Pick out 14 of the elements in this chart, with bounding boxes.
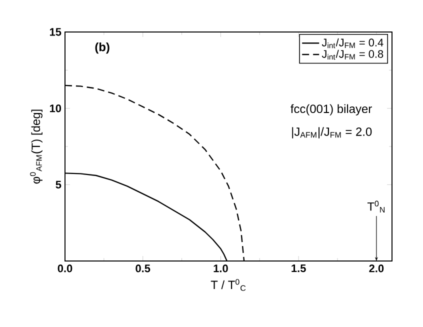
x-tick-label: 1.5 xyxy=(292,264,306,272)
y-tick-label: 10 xyxy=(50,104,62,112)
x-tick-label: 1.0 xyxy=(214,264,228,272)
annotation: (b) xyxy=(95,42,110,54)
y-axis-title: φ$^{0}$$_{AFM}$(T) [deg] xyxy=(30,110,42,184)
x-tick-label: 0.0 xyxy=(58,264,72,272)
legend-label: J$_{int}$/J$_{FM}$ = 0.4 xyxy=(322,38,384,48)
y-tick-label: 15 xyxy=(50,28,62,36)
y-tick-label: 5 xyxy=(56,180,62,188)
annotation: |J$_{AFM}$|/J$_{FM}$ = 2.0 xyxy=(292,127,372,138)
x-tick-label: 2.0 xyxy=(369,264,384,272)
annotation: fcc(001) bilayer xyxy=(290,104,372,116)
x-tick-label: 0.5 xyxy=(136,264,150,272)
legend-label: J$_{int}$/J$_{FM}$ = 0.8 xyxy=(322,50,384,60)
